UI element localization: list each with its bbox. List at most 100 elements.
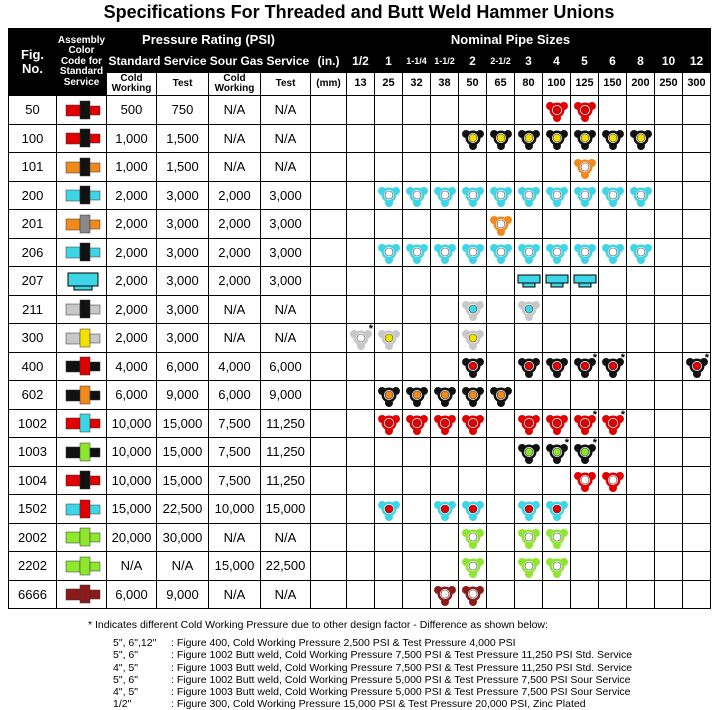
size-cell [654,95,683,125]
size-mm: 200 [626,72,655,96]
pressure: 9,000 [156,380,209,410]
blank [310,351,347,381]
size-cell [458,465,487,495]
size-cell [374,294,403,324]
pressure: 3,000 [260,266,311,296]
color-cell [56,180,107,210]
size-cell [430,494,459,524]
note-sizes: 5", 6",12" [113,637,157,650]
size-in: 1-1/2 [430,50,459,73]
size-cell [374,266,403,296]
color-cell [56,408,107,438]
pressure: 1,000 [106,123,157,153]
data-row: 2202 N/A N/A 15,000 22,500 [8,551,711,581]
size-cell [542,266,571,296]
size-cell [542,180,571,210]
size-cell [654,579,683,609]
size-cell [402,380,431,410]
size-cell [402,266,431,296]
union-icon [545,358,568,379]
union-icon [461,386,484,407]
size-cell [486,294,515,324]
size-cell [430,294,459,324]
size-cell [458,522,487,552]
note-line: 4", 5": Figure 1003 Butt weld, Cold Work… [113,686,718,698]
pressure: 7,500 [208,408,261,438]
union-icon [517,358,540,379]
size-cell [654,551,683,581]
union-icon [601,244,624,265]
pressure: 3,000 [156,180,209,210]
color-code [65,100,100,119]
size-cell [374,123,403,153]
size-cell [346,408,375,438]
pressure: 6,000 [208,380,261,410]
pressure: 2,000 [106,266,157,296]
color-code [67,272,98,291]
note-star: * [620,409,625,421]
pressure: 2,000 [208,209,261,239]
pressure: 15,000 [156,408,209,438]
size-cell [402,180,431,210]
color-code [65,528,100,547]
union-icon [601,130,624,151]
blank [310,266,347,296]
size-cell: * [570,408,599,438]
size-cell: * [570,351,599,381]
size-cell [514,408,543,438]
size-cell [374,522,403,552]
size-cell [654,123,683,153]
size-in: 8 [626,50,655,73]
size-cell [626,522,655,552]
title: Specifications For Threaded and Butt Wel… [103,2,615,22]
size-cell [374,323,403,353]
size-cell [542,522,571,552]
pressure: 6,000 [260,351,311,381]
size-cell [402,551,431,581]
note-star: * [704,352,709,364]
pressure: 15,000 [106,494,157,524]
size-cell [374,95,403,125]
union-icon [545,101,568,122]
size-cell [654,180,683,210]
fig-no: 200 [8,180,57,210]
header-row: Cold Working Test Cold Working Test (mm) 13 25… [9,72,711,96]
union-icon [545,244,568,265]
union-icon [629,187,652,208]
pressure: 7,500 [208,437,261,467]
size-cell [430,209,459,239]
size-cell [654,351,683,381]
pressure: N/A [208,323,261,353]
size-cell [514,351,543,381]
size-cell [402,237,431,267]
size-cell [346,522,375,552]
size-cell [374,152,403,182]
union-icon [517,443,540,464]
color-cell [56,123,107,153]
union-icon [433,187,456,208]
size-cell [570,579,599,609]
color-cell [56,152,107,182]
size-cell [682,408,711,438]
size-cell [430,152,459,182]
size-cell [374,437,403,467]
union-icon [461,130,484,151]
union-icon [377,329,400,350]
note-sizes: 1/2" [113,698,132,710]
size-in: 12 [682,50,711,73]
size-cell [458,237,487,267]
size-cell [542,294,571,324]
union-icon [629,130,652,151]
size-cell [486,494,515,524]
pressure: N/A [260,123,311,153]
size-cell [374,465,403,495]
size-cell [374,237,403,267]
pressure: 7,500 [208,465,261,495]
size-cell [570,152,599,182]
notes-intro: * Indicates different Cold Working Press… [88,619,548,631]
union-icon [377,500,400,521]
color-code [65,414,100,433]
color-cell [56,209,107,239]
union-icon [601,472,624,493]
size-cell [458,579,487,609]
